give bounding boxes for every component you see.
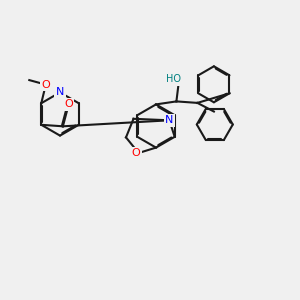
Text: O: O [64, 99, 73, 110]
Text: N: N [56, 87, 64, 98]
Text: N: N [165, 115, 173, 125]
Text: HO: HO [166, 74, 181, 85]
Text: O: O [41, 80, 50, 90]
Text: O: O [132, 148, 141, 158]
